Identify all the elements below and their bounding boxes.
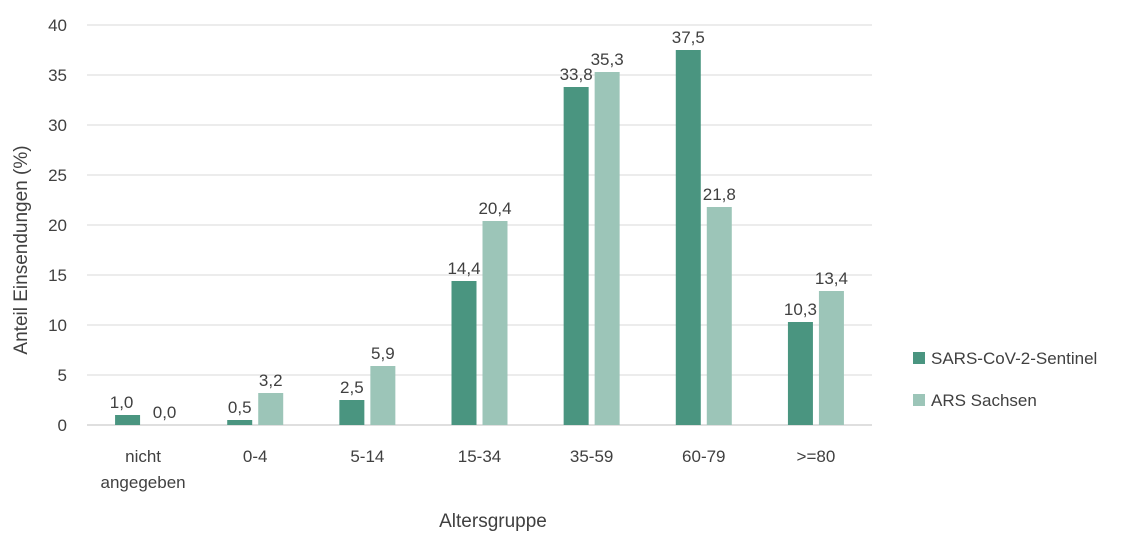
x-tick-label: 15-34 (458, 447, 501, 466)
bar-ars-6 (818, 291, 844, 425)
y-tick-label: 25 (48, 166, 67, 185)
data-label: 2,5 (340, 378, 364, 397)
legend: SARS-CoV-2-Sentinel ARS Sachsen (913, 349, 1097, 410)
y-axis-title: Anteil Einsendungen (%) (11, 145, 32, 354)
bar-sentinel-3 (451, 281, 477, 425)
bars (115, 50, 844, 425)
data-label: 5,9 (371, 344, 395, 363)
bar-ars-5 (706, 207, 732, 425)
data-label: 13,4 (815, 269, 848, 288)
x-tick-label: nicht (125, 447, 161, 466)
x-axis-ticks: nicht angegeben 0-4 5-14 15-34 35-59 60-79 >=80 (101, 447, 836, 492)
bar-ars-2 (370, 366, 396, 425)
x-tick-label: 0-4 (243, 447, 268, 466)
data-label: 1,0 (110, 393, 134, 412)
bar-sentinel-4 (563, 87, 589, 425)
y-tick-label: 20 (48, 216, 67, 235)
bar-sentinel-1 (227, 420, 253, 425)
legend-swatch (913, 394, 925, 406)
legend-swatch (913, 352, 925, 364)
x-axis-title: Altersgruppe (439, 511, 547, 532)
bar-ars-3 (482, 221, 508, 425)
data-label: 0,5 (228, 398, 252, 417)
bar-sentinel-2 (339, 400, 365, 425)
bar-sentinel-5 (675, 50, 701, 425)
x-tick-label: 5-14 (350, 447, 384, 466)
x-tick-label: angegeben (101, 473, 186, 492)
x-tick-label: >=80 (797, 447, 836, 466)
data-label: 20,4 (478, 199, 511, 218)
gridlines (87, 24, 872, 426)
y-tick-label: 0 (58, 416, 67, 435)
data-label: 37,5 (672, 28, 705, 47)
x-tick-label: 60-79 (682, 447, 725, 466)
data-label: 33,8 (560, 65, 593, 84)
bar-sentinel-6 (787, 322, 813, 425)
data-label: 3,2 (259, 371, 283, 390)
legend-label: ARS Sachsen (931, 391, 1037, 410)
y-axis-ticks: 0 5 10 15 20 25 30 35 40 (48, 16, 67, 435)
data-label: 0,0 (153, 403, 177, 422)
bar-ars-4 (594, 72, 620, 425)
data-label: 14,4 (447, 259, 480, 278)
data-label: 21,8 (703, 185, 736, 204)
y-tick-label: 35 (48, 66, 67, 85)
y-tick-label: 30 (48, 116, 67, 135)
data-label: 35,3 (591, 50, 624, 69)
y-tick-label: 40 (48, 16, 67, 35)
y-tick-label: 10 (48, 316, 67, 335)
data-labels: 1,0 0,0 0,5 3,2 2,5 5,9 14,4 20,4 33,835,3 37,5 21… (110, 28, 848, 422)
legend-label: SARS-CoV-2-Sentinel (931, 349, 1097, 368)
y-tick-label: 15 (48, 266, 67, 285)
x-tick-label: 35-59 (570, 447, 613, 466)
bar-ars-1 (258, 393, 284, 425)
bar-sentinel-0 (115, 415, 141, 425)
data-label: 10,3 (784, 300, 817, 319)
y-tick-label: 5 (58, 366, 67, 385)
